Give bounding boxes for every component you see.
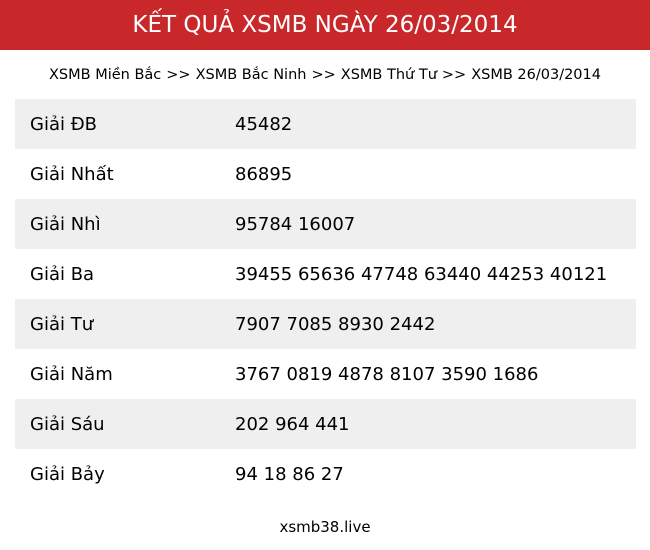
- prize-label: Giải Ba: [30, 263, 95, 285]
- page-header: KẾT QUẢ XSMB NGÀY 26/03/2014: [0, 0, 650, 50]
- breadcrumb-separator: >>: [441, 66, 467, 83]
- table-row: Giải Nhất 86895: [15, 149, 636, 199]
- table-row: Giải Nhì 95784 16007: [15, 199, 636, 249]
- prize-label: Giải Nhất: [30, 163, 114, 185]
- prize-label: Giải Tư: [30, 313, 94, 335]
- table-row: Giải Năm 3767 0819 4878 8107 3590 1686: [15, 349, 636, 399]
- prize-value: 86895: [235, 163, 293, 185]
- prize-label: Giải Bảy: [30, 463, 105, 485]
- footer-site: xsmb38.live: [279, 518, 371, 536]
- breadcrumb-link[interactable]: XSMB Bắc Ninh: [195, 66, 307, 83]
- table-row: Giải Sáu 202 964 441: [15, 399, 636, 449]
- table-row: Giải Tư 7907 7085 8930 2442: [15, 299, 636, 349]
- table-row: Giải Bảy 94 18 86 27: [15, 449, 636, 499]
- breadcrumb-link[interactable]: XSMB Miền Bắc: [49, 66, 162, 83]
- prize-value: 3767 0819 4878 8107 3590 1686: [235, 363, 539, 385]
- prize-value: 45482: [235, 113, 293, 135]
- prize-value: 202 964 441: [235, 413, 350, 435]
- prize-value: 95784 16007: [235, 213, 356, 235]
- table-row: Giải ĐB 45482: [15, 99, 636, 149]
- prize-value: 7907 7085 8930 2442: [235, 313, 436, 335]
- prize-label: Giải Sáu: [30, 413, 105, 435]
- prize-label: Giải Năm: [30, 363, 113, 385]
- breadcrumb: XSMB Miền Bắc >> XSMB Bắc Ninh >> XSMB Thứ…: [0, 50, 650, 99]
- breadcrumb-separator: >>: [166, 66, 191, 83]
- page-title: KẾT QUẢ XSMB NGÀY 26/03/2014: [132, 12, 518, 38]
- table-row: Giải Ba 39455 65636 47748 63440 44253 401…: [15, 249, 636, 299]
- breadcrumb-separator: >>: [311, 66, 336, 83]
- breadcrumb-link[interactable]: XSMB 26/03/2014: [471, 66, 601, 83]
- breadcrumb-link[interactable]: XSMB Thứ Tư: [340, 66, 437, 83]
- prize-label: Giải Nhì: [30, 213, 101, 235]
- prize-value: 39455 65636 47748 63440 44253 40121: [235, 263, 608, 285]
- results-table: Giải ĐB 45482 Giải Nhất 86895 Giải Nhì 9578…: [15, 99, 636, 499]
- prize-label: Giải ĐB: [30, 113, 97, 135]
- prize-value: 94 18 86 27: [235, 463, 344, 485]
